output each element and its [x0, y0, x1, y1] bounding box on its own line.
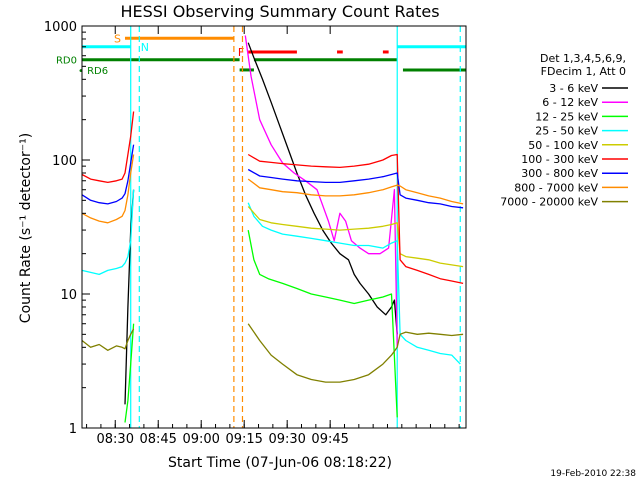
- legend-entry-50-100-kev: 50 - 100 keV: [528, 139, 598, 152]
- series-line-800-7000-kev: [81, 154, 464, 224]
- legend-entry-12-25-kev: 12 - 25 keV: [535, 110, 598, 123]
- interval-markers: [130, 26, 461, 428]
- series-line-12-25-kev: [124, 229, 398, 423]
- legend-entry-800-7000-kev: 800 - 7000 keV: [514, 181, 598, 194]
- legend-entry-300-800-kev: 300 - 800 keV: [521, 167, 598, 180]
- series-line-7000-20000-kev: [81, 323, 464, 383]
- x-tick-label-08-30: 08:30: [97, 432, 134, 447]
- legend-entry-25-50-kev: 25 - 50 keV: [535, 125, 598, 138]
- legend-header-0: Det 1,3,4,5,6,9,: [540, 52, 626, 65]
- plot-frame: [81, 25, 467, 429]
- y-tick-label-100: 100: [52, 154, 77, 169]
- flag-label-s: S: [114, 32, 121, 45]
- legend-header-1: FDecim 1, Att 0: [541, 65, 626, 78]
- x-tick-label-08-45: 08:45: [139, 432, 176, 447]
- y-tick-label-10: 10: [60, 288, 77, 303]
- x-tick-label-09-30: 09:30: [268, 432, 305, 447]
- chart-title: HESSI Observing Summary Count Rates: [120, 2, 439, 21]
- x-tick-label-09-15: 09:15: [225, 432, 262, 447]
- legend: Det 1,3,4,5,6,9,FDecim 1, Att 0 3 - 6 keV…: [500, 52, 628, 209]
- legend-entry-6-12-kev: 6 - 12 keV: [542, 96, 598, 109]
- y-tick-label-1000: 1000: [44, 20, 77, 35]
- y-axis-label: Count Rate (s⁻¹ detector⁻¹): [18, 133, 34, 323]
- series-line-100-300-kev: [81, 111, 464, 285]
- series-line-25-50-kev: [81, 189, 461, 365]
- flag-label-rd6: • RD6: [78, 66, 108, 77]
- y-tick-label-1: 1: [69, 422, 77, 437]
- generation-timestamp: 19-Feb-2010 22:38: [550, 469, 636, 479]
- axes: 08:30 08:45 09:00 09:15 09:30 09:45 1 10 100 1000: [44, 20, 467, 447]
- series-line-3-6-kev: [124, 42, 398, 405]
- x-tick-label-09-45: 09:45: [311, 432, 348, 447]
- flag-label-rd0: RD0: [56, 56, 77, 67]
- legend-entry-3-6-kev: 3 - 6 keV: [549, 82, 598, 95]
- legend-entry-7000-20000-kev: 7000 - 20000 keV: [500, 196, 598, 209]
- flag-bars: S N F RD0• RD6: [56, 32, 466, 77]
- x-tick-label-09-00: 09:00: [182, 432, 219, 447]
- series-line-6-12-kev: [244, 35, 398, 348]
- legend-entry-100-300-kev: 100 - 300 keV: [521, 153, 598, 166]
- flag-label-f: F: [238, 46, 244, 59]
- series-lines: [81, 35, 464, 423]
- series-line-50-100-kev: [247, 206, 464, 268]
- flag-label-n: N: [141, 41, 149, 54]
- series-line-300-800-kev: [81, 144, 464, 209]
- x-axis-label: Start Time (07-Jun-06 08:18:22): [168, 455, 392, 471]
